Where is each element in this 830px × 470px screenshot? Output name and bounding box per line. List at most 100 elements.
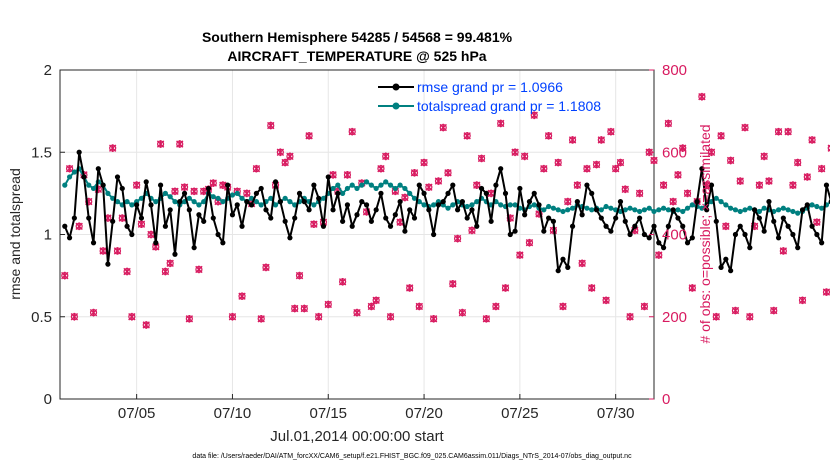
legend: rmse grand pr = 1.0966 totalspread grand…	[378, 79, 601, 114]
totalspread-point	[555, 207, 561, 213]
rmse-point	[493, 182, 499, 188]
totalspread-point	[138, 195, 145, 201]
left-tick-label: 1	[44, 227, 52, 244]
totalspread-point	[632, 207, 638, 213]
obs-assimilated-point	[463, 131, 471, 140]
rmse-point	[478, 185, 485, 192]
obs-assimilated-point	[741, 123, 749, 132]
obs-assimilated-point	[544, 131, 553, 140]
totalspread-point	[201, 199, 207, 205]
rmse-point	[320, 223, 327, 229]
rmse-point	[608, 228, 614, 234]
rmse-point	[407, 207, 413, 213]
rmse-point	[445, 190, 451, 196]
rmse-point	[402, 228, 408, 234]
rmse-point	[641, 231, 648, 238]
rmse-point	[728, 268, 734, 274]
rmse-point	[459, 199, 465, 205]
totalspread-point	[660, 205, 667, 211]
totalspread-point	[656, 207, 662, 213]
rmse-point	[704, 207, 710, 213]
totalspread-point	[397, 182, 403, 188]
obs-assimilated-point	[602, 296, 610, 305]
obs-assimilated-point	[583, 164, 591, 173]
rmse-point	[771, 218, 777, 224]
totalspread-point	[373, 185, 379, 192]
totalspread-point	[383, 179, 389, 185]
totalspread-point	[598, 207, 604, 213]
rmse-point	[162, 223, 168, 229]
totalspread-point	[71, 169, 77, 175]
right-tick-label: 600	[662, 144, 687, 161]
obs-assimilated-point	[712, 312, 720, 321]
totalspread-point	[220, 199, 226, 205]
totalspread-point	[330, 185, 336, 192]
rmse-point	[378, 190, 384, 196]
rmse-point	[416, 182, 422, 188]
totalspread-point	[689, 202, 695, 208]
rmse-point	[177, 199, 183, 205]
obs-assimilated-point	[482, 314, 491, 323]
rmse-point	[435, 202, 442, 208]
totalspread-point	[646, 205, 652, 211]
rmse-point	[761, 228, 767, 234]
obs-assimilated-point	[353, 308, 361, 317]
obs-assimilated-point	[453, 234, 462, 243]
right-tick-label: 0	[662, 391, 670, 408]
obs-assimilated-point	[770, 306, 778, 315]
obs-assimilated-point	[497, 119, 505, 128]
rmse-point	[201, 218, 207, 224]
obs-assimilated-point	[324, 300, 332, 309]
rmse-point	[742, 231, 748, 238]
rmse-point	[225, 182, 231, 188]
obs-assimilated-point	[746, 312, 754, 321]
obs-assimilated-point	[267, 121, 275, 130]
totalspread-point	[761, 205, 767, 211]
totalspread-point	[229, 192, 236, 198]
rmse-point	[210, 215, 216, 221]
rmse-point	[469, 207, 475, 213]
obs-assimilated-point	[679, 144, 687, 152]
rmse-point	[665, 223, 671, 229]
rmse-point	[215, 231, 221, 238]
obs-assimilated-point	[573, 181, 582, 189]
rmse-point	[81, 174, 87, 180]
obs-assimilated-point	[568, 136, 577, 144]
rmse-point	[181, 190, 188, 196]
rmse-point	[253, 190, 260, 196]
totalspread-point	[431, 202, 437, 208]
obs-assimilated-point	[635, 189, 644, 198]
rmse-point	[613, 215, 619, 221]
obs-assimilated-point	[449, 280, 457, 288]
x-axis: 07/05 07/10 07/15 07/20 07/25 07/30	[118, 394, 634, 422]
obs-assimilated-point	[99, 247, 107, 255]
rmse-point	[680, 223, 686, 229]
chart-title-line2: AIRCRAFT_TEMPERATURE @ 525 hPa	[227, 48, 486, 64]
obs-assimilated-point	[295, 271, 304, 280]
rmse-point	[454, 207, 461, 213]
rmse-point	[814, 231, 820, 238]
obs-assimilated-point	[415, 302, 423, 311]
rmse-point	[363, 202, 370, 208]
totalspread-point	[272, 202, 279, 208]
obs-assimilated-point	[717, 131, 725, 140]
obs-assimilated-point	[185, 314, 194, 323]
rmse-point	[387, 223, 394, 229]
totalspread-point	[560, 208, 566, 215]
totalspread-point	[531, 202, 537, 208]
obs-assimilated-point	[118, 214, 126, 222]
rmse-point	[522, 212, 528, 218]
obs-assimilated-point	[688, 284, 697, 292]
totalspread-point	[512, 202, 518, 208]
obs-assimilated-point	[89, 308, 98, 317]
obs-assimilated-point	[736, 177, 744, 185]
rmse-point	[541, 228, 547, 234]
rmse-point	[114, 174, 121, 180]
rmse-point	[718, 264, 724, 270]
totalspread-point	[546, 203, 552, 210]
totalspread-point	[589, 207, 595, 213]
totalspread-point	[737, 208, 743, 215]
obs-assimilated-point	[707, 148, 716, 157]
obs-assimilated-point	[262, 263, 270, 272]
rmse-series	[62, 149, 830, 274]
